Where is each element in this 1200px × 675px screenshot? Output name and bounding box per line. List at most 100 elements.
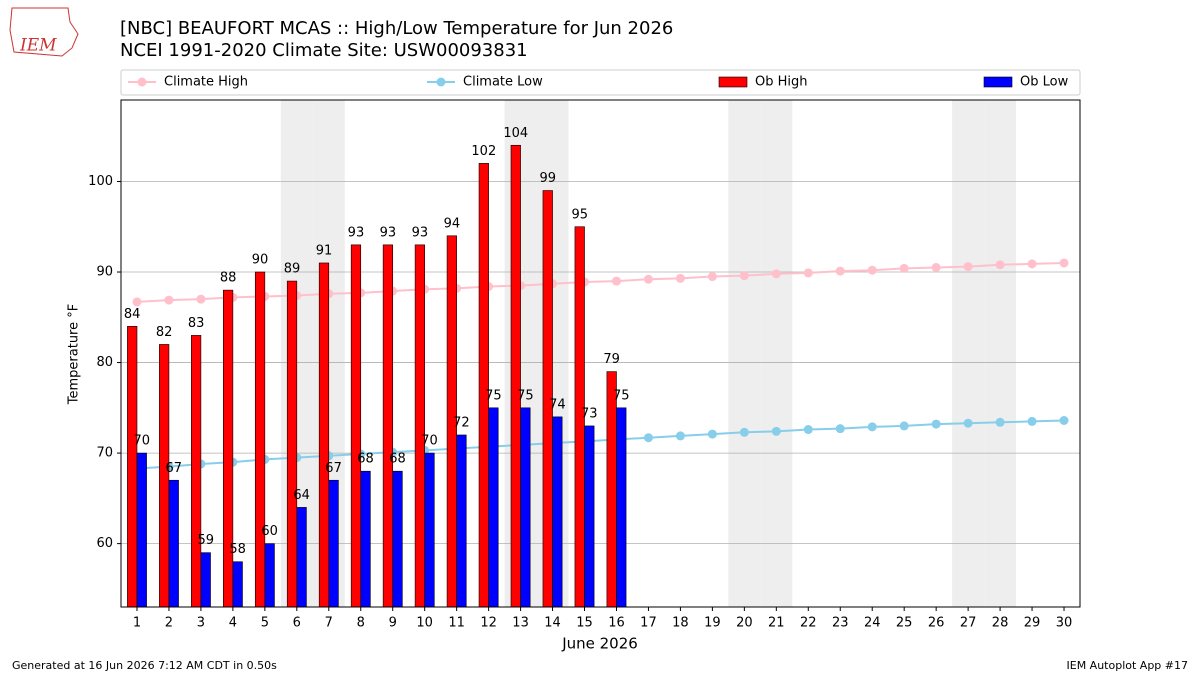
marker [1027,259,1037,269]
x-tick-label: 6 [293,616,301,631]
x-tick-label: 17 [640,616,657,631]
chart-subtitle: NCEI 1991-2020 Climate Site: USW00093831 [120,40,528,61]
marker [771,269,781,279]
data-label: 59 [197,533,214,548]
data-label: 67 [325,461,342,476]
weekend-band [984,100,1017,607]
bar [200,552,211,608]
weekend-band [952,100,985,607]
bar [191,335,202,608]
weekend-band [760,100,793,607]
marker [707,429,717,439]
bar [360,470,371,608]
data-label: 84 [124,307,141,322]
bar [318,262,330,608]
marker [835,424,845,434]
legend-label: Ob Low [1020,75,1069,90]
x-tick-label: 21 [768,616,785,631]
x-tick-label: 22 [800,616,817,631]
marker [643,274,653,284]
marker [963,262,973,272]
legend-label: Ob High [755,75,808,90]
chart-title: [NBC] BEAUFORT MCAS :: High/Low Temperat… [120,18,673,39]
legend-swatch [983,76,1013,88]
x-tick-label: 4 [229,616,237,631]
data-label: 70 [421,434,438,449]
marker [835,266,845,276]
bar [382,244,394,608]
data-label: 73 [581,406,598,421]
bar [606,371,617,608]
x-tick-label: 20 [736,616,753,631]
legend-box [120,69,1081,96]
data-label: 93 [412,225,429,240]
data-label: 58 [229,542,246,557]
bar [488,407,499,608]
marker [867,422,877,432]
data-label: 70 [134,434,151,449]
x-tick-label: 26 [928,616,945,631]
y-tick-label: 80 [96,355,113,370]
legend-marker [137,77,147,87]
data-label: 104 [503,126,528,141]
bar [286,280,298,608]
x-tick-label: 27 [960,616,977,631]
weekend-band [728,100,761,607]
marker [611,276,621,286]
bar [222,289,234,608]
bar [296,507,307,608]
marker [931,419,941,429]
x-tick-label: 16 [608,616,625,631]
bar [520,407,531,608]
x-tick-label: 13 [512,616,529,631]
data-label: 94 [444,216,461,231]
bar [232,561,243,608]
x-tick-label: 2 [165,616,173,631]
legend-label: Climate High [164,75,248,90]
x-tick-label: 11 [448,616,465,631]
bar [510,144,521,608]
marker [899,421,909,431]
data-label: 91 [316,243,333,258]
bar [456,434,467,608]
bar [552,416,563,608]
bar [478,163,489,608]
marker [675,431,685,441]
marker [867,265,877,275]
data-label: 93 [380,225,397,240]
bar [424,452,435,608]
y-tick-label: 60 [96,536,113,551]
legend-swatch [718,76,748,88]
plot-frame [120,99,1081,608]
x-tick-label: 19 [704,616,721,631]
marker [739,271,749,281]
marker [995,260,1005,270]
bar [616,407,627,608]
marker [132,297,142,307]
bar [254,271,266,608]
data-label: 89 [284,262,301,277]
footer-right: IEM Autoplot App #17 [1067,659,1189,672]
marker [995,417,1005,427]
bar [414,244,425,608]
data-label: 75 [485,388,502,403]
x-tick-label: 3 [197,616,205,631]
bar [584,425,595,608]
x-tick-label: 29 [1024,616,1041,631]
marker [803,425,813,435]
x-tick-label: 5 [261,616,269,631]
y-tick-label: 90 [96,265,113,280]
x-tick-label: 28 [992,616,1009,631]
y-tick-label: 70 [96,446,113,461]
x-tick-label: 10 [416,616,433,631]
data-label: 93 [348,225,365,240]
marker [1059,258,1069,268]
x-tick-label: 15 [576,616,593,631]
legend-marker [436,77,446,87]
data-label: 60 [261,524,278,539]
bar [168,479,179,608]
x-tick-label: 30 [1056,616,1073,631]
y-tick-label: 100 [88,174,113,189]
data-label: 75 [517,388,534,403]
